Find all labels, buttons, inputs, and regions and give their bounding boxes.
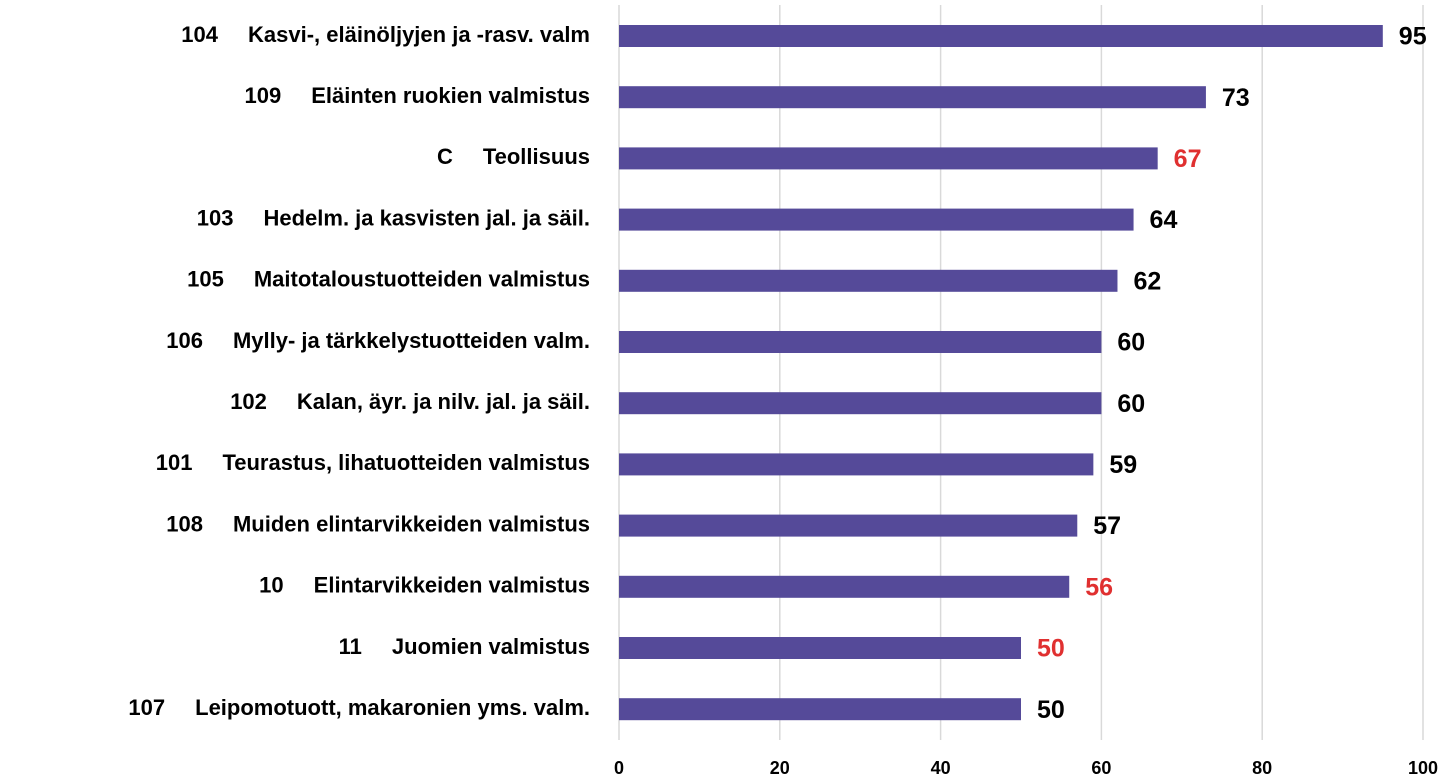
bar <box>619 331 1102 353</box>
bar <box>619 269 1118 292</box>
value-label: 95 <box>1399 23 1427 51</box>
category-code: 109 <box>245 83 282 108</box>
value-label: 60 <box>1117 329 1145 357</box>
x-tick-label: 0 <box>614 758 624 778</box>
value-label: 59 <box>1109 451 1137 479</box>
category-code: 101 <box>156 450 193 475</box>
x-tick-label: 60 <box>1091 758 1111 778</box>
category-code: 106 <box>166 328 203 353</box>
bar <box>619 147 1158 170</box>
value-label: 73 <box>1222 84 1250 112</box>
bar <box>619 86 1206 109</box>
category-code: 102 <box>230 389 267 414</box>
x-tick-label: 40 <box>931 758 951 778</box>
value-label: 67 <box>1174 145 1202 173</box>
category-label: Maitotaloustuotteiden valmistus <box>254 267 590 292</box>
category-label: Leipomotuott, makaronien yms. valm. <box>195 695 590 720</box>
category-code: 105 <box>187 267 224 292</box>
category-label: Kalan, äyr. ja nilv. jal. ja säil. <box>297 389 590 414</box>
category-label: Juomien valmistus <box>392 634 590 659</box>
bar <box>619 25 1383 47</box>
category-label: Teollisuus <box>483 144 590 169</box>
value-label: 50 <box>1037 696 1065 724</box>
bar <box>619 208 1134 231</box>
category-code: 104 <box>181 22 218 47</box>
x-tick-label: 20 <box>770 758 790 778</box>
category-code: 107 <box>128 695 165 720</box>
value-label: 57 <box>1093 512 1121 540</box>
bar <box>619 637 1021 659</box>
category-label: Elintarvikkeiden valmistus <box>314 573 590 598</box>
bar <box>619 453 1094 476</box>
value-label: 56 <box>1085 573 1113 601</box>
category-label: Eläinten ruokien valmistus <box>311 83 590 108</box>
value-label: 60 <box>1117 390 1145 418</box>
bar <box>619 575 1070 598</box>
category-label: Kasvi-, eläinöljyjen ja -rasv. valm <box>248 22 590 47</box>
category-code: 108 <box>166 511 203 536</box>
category-code: 10 <box>259 573 283 598</box>
bar <box>619 698 1021 721</box>
category-code: 103 <box>197 205 234 230</box>
bar <box>619 514 1078 537</box>
x-tick-label: 80 <box>1252 758 1272 778</box>
value-label: 50 <box>1037 635 1065 663</box>
value-label: 64 <box>1150 206 1178 234</box>
category-code: C <box>437 144 453 169</box>
category-label: Teurastus, lihatuotteiden valmistus <box>222 450 590 475</box>
x-tick-label: 100 <box>1408 758 1438 778</box>
category-label: Mylly- ja tärkkelystuotteiden valm. <box>233 328 590 353</box>
category-label: Hedelm. ja kasvisten jal. ja säil. <box>263 205 590 230</box>
value-label: 62 <box>1133 267 1161 295</box>
category-label: Muiden elintarvikkeiden valmistus <box>233 511 590 536</box>
bar <box>619 392 1102 415</box>
category-code: 11 <box>339 634 362 659</box>
